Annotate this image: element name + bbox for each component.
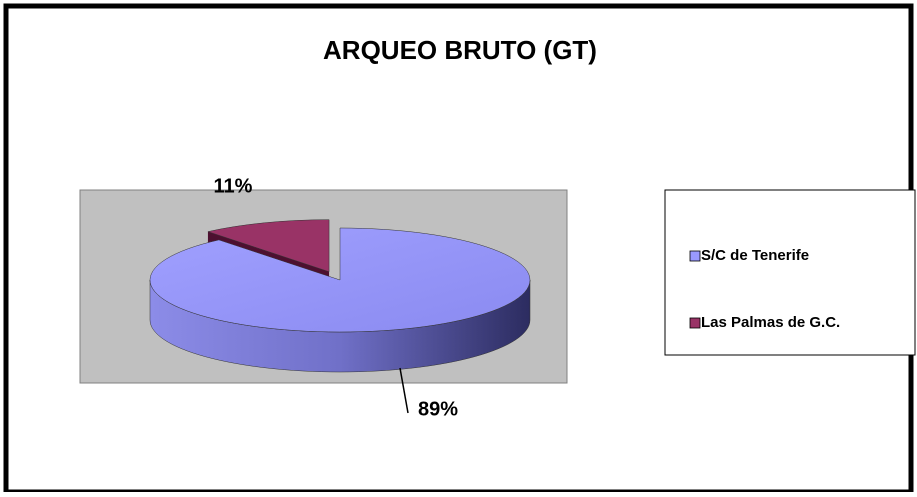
slice bbox=[149, 227, 531, 333]
legend-swatch bbox=[689, 250, 701, 262]
pie bbox=[149, 219, 531, 373]
chart-title: ARQUEO BRUTO (GT) bbox=[323, 35, 597, 65]
legend bbox=[664, 189, 916, 356]
legend-label: Las Palmas de G.C. bbox=[701, 314, 840, 331]
data-label: 89% bbox=[418, 398, 458, 420]
legend-swatch bbox=[689, 317, 701, 329]
legend-label: S/C de Tenerife bbox=[701, 247, 809, 264]
legend-entries: S/C de Tenerife Las Palmas de G.C. bbox=[689, 247, 840, 331]
data-label: 11% bbox=[214, 175, 253, 197]
slice bbox=[207, 219, 330, 273]
leader-line bbox=[399, 367, 409, 414]
